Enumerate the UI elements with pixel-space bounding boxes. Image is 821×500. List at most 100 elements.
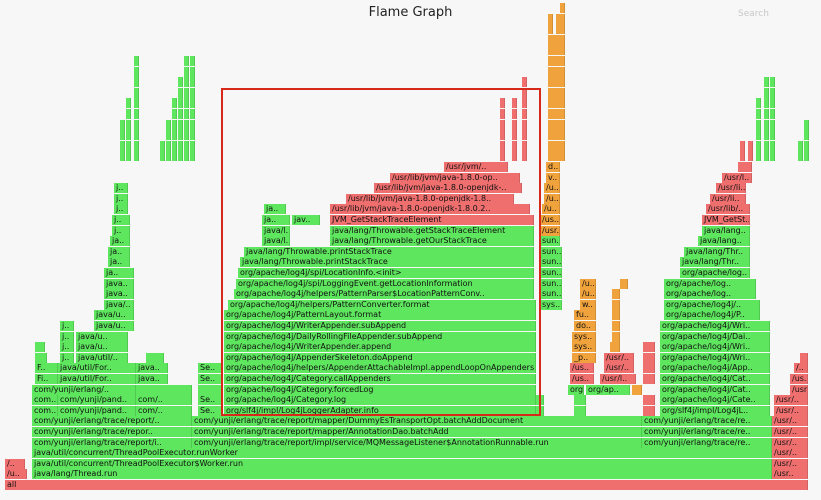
- flame-frame[interactable]: [522, 88, 527, 98]
- flame-frame[interactable]: [764, 77, 769, 87]
- flame-frame[interactable]: [612, 300, 620, 310]
- flame-frame[interactable]: java/util/..: [76, 353, 128, 363]
- flame-frame[interactable]: [756, 151, 761, 161]
- flame-frame[interactable]: [764, 98, 769, 108]
- flame-frame[interactable]: [574, 406, 586, 416]
- flame-frame[interactable]: [500, 151, 505, 161]
- search-button[interactable]: Search: [738, 9, 769, 19]
- flame-frame[interactable]: org/apache/log4j/..: [664, 300, 760, 310]
- flame-frame[interactable]: org/apache/log4j/Dai..: [660, 332, 770, 342]
- flame-frame[interactable]: /..: [794, 363, 808, 373]
- flame-frame[interactable]: [184, 67, 189, 77]
- flame-frame[interactable]: java/util/For..: [58, 363, 136, 373]
- flame-frame[interactable]: [643, 342, 655, 352]
- flame-frame[interactable]: Se..: [198, 395, 222, 405]
- flame-frame[interactable]: [560, 77, 565, 87]
- flame-frame[interactable]: [770, 77, 775, 87]
- flame-frame[interactable]: org/apache/log4j/App..: [660, 363, 770, 373]
- flame-frame[interactable]: [190, 77, 195, 87]
- flame-frame[interactable]: [610, 342, 620, 352]
- flame-frame[interactable]: [160, 141, 165, 151]
- flame-frame[interactable]: [798, 141, 803, 151]
- flame-frame[interactable]: org/apache/log4j/helpers/PatternConverte…: [228, 300, 536, 310]
- flame-frame[interactable]: java..: [104, 279, 134, 289]
- flame-frame[interactable]: /usr/li..: [716, 183, 746, 193]
- flame-frame[interactable]: [134, 151, 139, 161]
- flame-frame[interactable]: /usr/lib/..: [706, 204, 750, 214]
- flame-frame[interactable]: com/yunji/erlang/trace/re..: [642, 438, 772, 448]
- flame-frame[interactable]: [512, 109, 517, 119]
- flame-frame[interactable]: [184, 151, 189, 161]
- flame-frame[interactable]: j..: [60, 342, 74, 352]
- flame-frame[interactable]: sys..: [572, 342, 596, 352]
- flame-frame[interactable]: com/yunji/erlang/trace/report/mapper/Dum…: [192, 416, 642, 426]
- flame-frame[interactable]: [512, 98, 517, 108]
- flame-frame[interactable]: [190, 88, 195, 98]
- flame-frame[interactable]: [198, 385, 222, 395]
- flame-frame[interactable]: [120, 151, 125, 161]
- flame-frame[interactable]: [190, 67, 195, 77]
- flame-frame[interactable]: [536, 395, 544, 405]
- flame-frame[interactable]: /..: [5, 459, 25, 469]
- flame-frame[interactable]: ja..: [108, 247, 130, 257]
- flame-frame[interactable]: fu..: [574, 310, 596, 320]
- flame-frame[interactable]: com/yunji/pand..: [58, 395, 136, 405]
- flame-frame[interactable]: [126, 120, 131, 130]
- flame-frame[interactable]: [560, 151, 565, 161]
- flame-frame[interactable]: [134, 88, 139, 98]
- flame-frame[interactable]: java/lang/Throwable.printStackTrace: [244, 247, 534, 257]
- flame-frame[interactable]: [35, 353, 47, 363]
- flame-frame[interactable]: [770, 130, 775, 140]
- flame-frame[interactable]: all: [5, 480, 808, 490]
- flame-frame[interactable]: [804, 151, 809, 161]
- flame-frame[interactable]: do..: [574, 321, 596, 331]
- flame-frame[interactable]: [126, 109, 131, 119]
- flame-frame[interactable]: java/u..: [94, 321, 134, 331]
- flame-frame[interactable]: [756, 130, 761, 140]
- flame-frame[interactable]: [522, 77, 527, 87]
- flame-frame[interactable]: [184, 77, 189, 87]
- flame-frame[interactable]: [166, 130, 171, 140]
- flame-frame[interactable]: [770, 120, 775, 130]
- flame-frame[interactable]: [184, 141, 189, 151]
- flame-frame[interactable]: /usr..: [790, 385, 808, 395]
- flame-frame[interactable]: [643, 363, 655, 373]
- flame-frame[interactable]: [560, 24, 565, 34]
- flame-frame[interactable]: [740, 151, 745, 161]
- flame-frame[interactable]: /us..: [570, 363, 594, 373]
- flame-frame[interactable]: [146, 353, 164, 363]
- flame-frame[interactable]: [178, 120, 183, 130]
- flame-frame[interactable]: [190, 151, 195, 161]
- flame-frame[interactable]: org/apache/log4j/Cat..: [660, 374, 770, 384]
- flame-frame[interactable]: [120, 120, 125, 130]
- flame-frame[interactable]: [126, 151, 131, 161]
- flame-frame[interactable]: org/apache/log4j/Category.forcedLog: [224, 385, 536, 395]
- flame-frame[interactable]: com..: [32, 406, 58, 416]
- flame-frame[interactable]: java/util/concurrent/ThreadPoolExecutor.…: [32, 448, 772, 458]
- flame-frame[interactable]: com/..: [136, 395, 192, 405]
- flame-frame[interactable]: [764, 88, 769, 98]
- flame-frame[interactable]: ja..: [262, 215, 290, 225]
- flame-frame[interactable]: org/apache/log4j/Wri..: [660, 353, 770, 363]
- flame-frame[interactable]: java/lang/Thr..: [680, 257, 750, 267]
- flame-frame[interactable]: sun..: [540, 289, 562, 299]
- flame-frame[interactable]: org/apache/log4j/P..: [664, 310, 760, 320]
- flame-frame[interactable]: /usr/lib/jvm/java-1.8.0-openjdk-1.8.0.2.…: [330, 204, 530, 214]
- flame-frame[interactable]: [512, 130, 517, 140]
- flame-frame[interactable]: j..: [114, 194, 128, 204]
- flame-frame[interactable]: [560, 3, 565, 13]
- flame-frame[interactable]: [136, 385, 192, 395]
- flame-frame[interactable]: [500, 109, 505, 119]
- flame-frame[interactable]: [190, 120, 195, 130]
- flame-frame[interactable]: [574, 395, 586, 405]
- flame-frame[interactable]: [184, 120, 189, 130]
- flame-frame[interactable]: [612, 321, 620, 331]
- flame-frame[interactable]: [560, 109, 565, 119]
- flame-frame[interactable]: jav..: [292, 215, 320, 225]
- flame-frame[interactable]: [120, 141, 125, 151]
- flame-frame[interactable]: Fi..: [35, 374, 58, 384]
- flame-frame[interactable]: [134, 130, 139, 140]
- flame-frame[interactable]: [560, 35, 565, 45]
- flame-frame[interactable]: [764, 141, 769, 151]
- flame-frame[interactable]: [500, 120, 505, 130]
